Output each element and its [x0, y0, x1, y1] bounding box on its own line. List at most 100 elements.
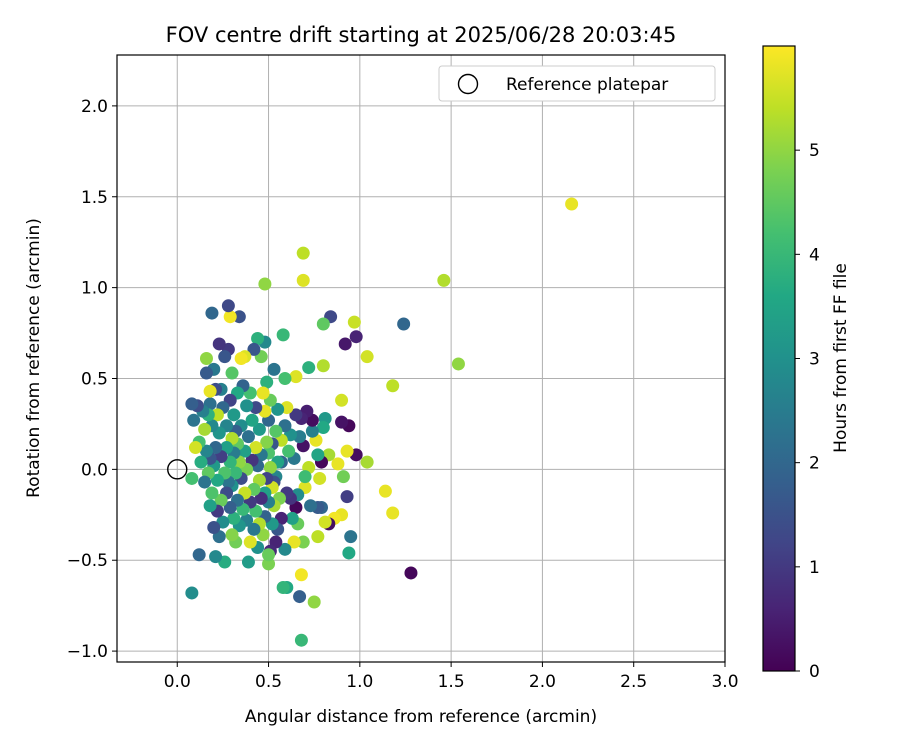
- data-point: [234, 352, 248, 365]
- data-point: [386, 506, 400, 520]
- data-point: [294, 633, 308, 647]
- data-point: [205, 306, 219, 320]
- data-point: [227, 511, 241, 525]
- data-point: [209, 550, 223, 564]
- data-point: [199, 352, 213, 365]
- data-point: [347, 315, 361, 329]
- data-point: [331, 457, 345, 471]
- data-point: [282, 444, 296, 458]
- data-point: [218, 350, 232, 364]
- data-point: [194, 455, 208, 469]
- legend-label: Reference platepar: [506, 75, 668, 95]
- data-point: [296, 535, 310, 549]
- data-point: [199, 366, 213, 380]
- data-point: [245, 413, 259, 427]
- data-point: [278, 542, 292, 556]
- data-point: [269, 424, 283, 438]
- data-point: [198, 422, 212, 436]
- data-point: [338, 337, 352, 351]
- data-point: [260, 435, 274, 449]
- data-point: [316, 359, 330, 373]
- y-tick-label: 1.5: [81, 188, 108, 208]
- data-point: [241, 555, 255, 569]
- data-point: [254, 491, 268, 505]
- data-point: [316, 317, 330, 331]
- data-point: [278, 371, 292, 385]
- data-point: [252, 422, 266, 436]
- data-point: [198, 475, 212, 489]
- colorbar-gradient: [762, 45, 796, 672]
- data-point: [289, 370, 303, 384]
- data-point: [293, 590, 307, 604]
- data-point: [316, 421, 330, 435]
- y-tick-label: 0.5: [81, 369, 108, 389]
- y-axis-label: Rotation from reference (arcmin): [24, 218, 44, 498]
- data-point: [404, 566, 418, 580]
- data-point: [221, 299, 235, 313]
- colorbar-label: Hours from first FF file: [831, 263, 851, 453]
- data-point: [210, 408, 224, 422]
- data-point: [335, 415, 349, 429]
- data-point: [318, 515, 332, 529]
- data-point: [289, 408, 303, 422]
- data-point: [340, 490, 354, 504]
- data-point: [223, 310, 237, 324]
- data-point: [304, 499, 318, 513]
- chart-title: FOV centre drift starting at 2025/06/28 …: [166, 23, 677, 47]
- grid-lines: [117, 55, 726, 662]
- data-point: [185, 471, 199, 485]
- data-point: [344, 530, 358, 544]
- data-point: [205, 486, 219, 500]
- data-point: [311, 530, 325, 544]
- data-point: [185, 586, 199, 600]
- data-point: [212, 337, 226, 351]
- data-point: [225, 366, 239, 380]
- colorbar: 0 1 2 3 4 5 Hours from first FF file: [762, 45, 851, 682]
- data-point: [229, 466, 243, 480]
- data-point: [249, 441, 263, 455]
- colorbar-tick-label: 4: [809, 245, 820, 265]
- x-tick-label: 3.0: [711, 672, 738, 692]
- y-tick-label: 0.0: [81, 460, 108, 480]
- legend-box: [438, 65, 716, 102]
- data-point: [378, 484, 392, 498]
- data-point: [243, 535, 257, 549]
- y-tick-label: −1.0: [67, 642, 108, 662]
- data-point: [247, 522, 261, 536]
- legend-marker: [457, 73, 479, 95]
- colorbar-tick-label: 3: [809, 350, 820, 370]
- x-tick-label: 2.0: [529, 672, 556, 692]
- data-point: [210, 473, 224, 487]
- data-point: [397, 317, 411, 331]
- data-point: [225, 528, 239, 542]
- colorbar-tick-label: 2: [809, 454, 820, 474]
- data-point: [185, 397, 199, 411]
- data-point: [349, 330, 363, 344]
- colorbar-tick-label: 1: [809, 558, 820, 578]
- data-point: [276, 328, 290, 342]
- data-point: [296, 273, 310, 287]
- data-point: [199, 444, 213, 458]
- data-point: [451, 357, 465, 371]
- data-point: [298, 470, 312, 484]
- data-point: [360, 350, 374, 364]
- colorbar-tick-label: 5: [809, 141, 820, 161]
- reference-platepar-marker: [167, 459, 188, 480]
- data-point: [227, 408, 241, 422]
- data-point: [386, 379, 400, 393]
- data-point: [187, 413, 201, 427]
- data-point: [267, 362, 281, 376]
- data-point: [207, 521, 221, 535]
- data-point: [287, 535, 301, 549]
- data-point: [271, 402, 285, 416]
- data-point: [437, 273, 451, 287]
- data-point: [307, 595, 321, 609]
- data-point: [360, 455, 374, 469]
- data-point: [340, 444, 354, 458]
- data-point: [192, 548, 206, 562]
- data-point: [302, 361, 316, 375]
- colorbar-tick-label: 0: [809, 662, 820, 682]
- data-point: [247, 342, 261, 356]
- data-points: [185, 197, 579, 647]
